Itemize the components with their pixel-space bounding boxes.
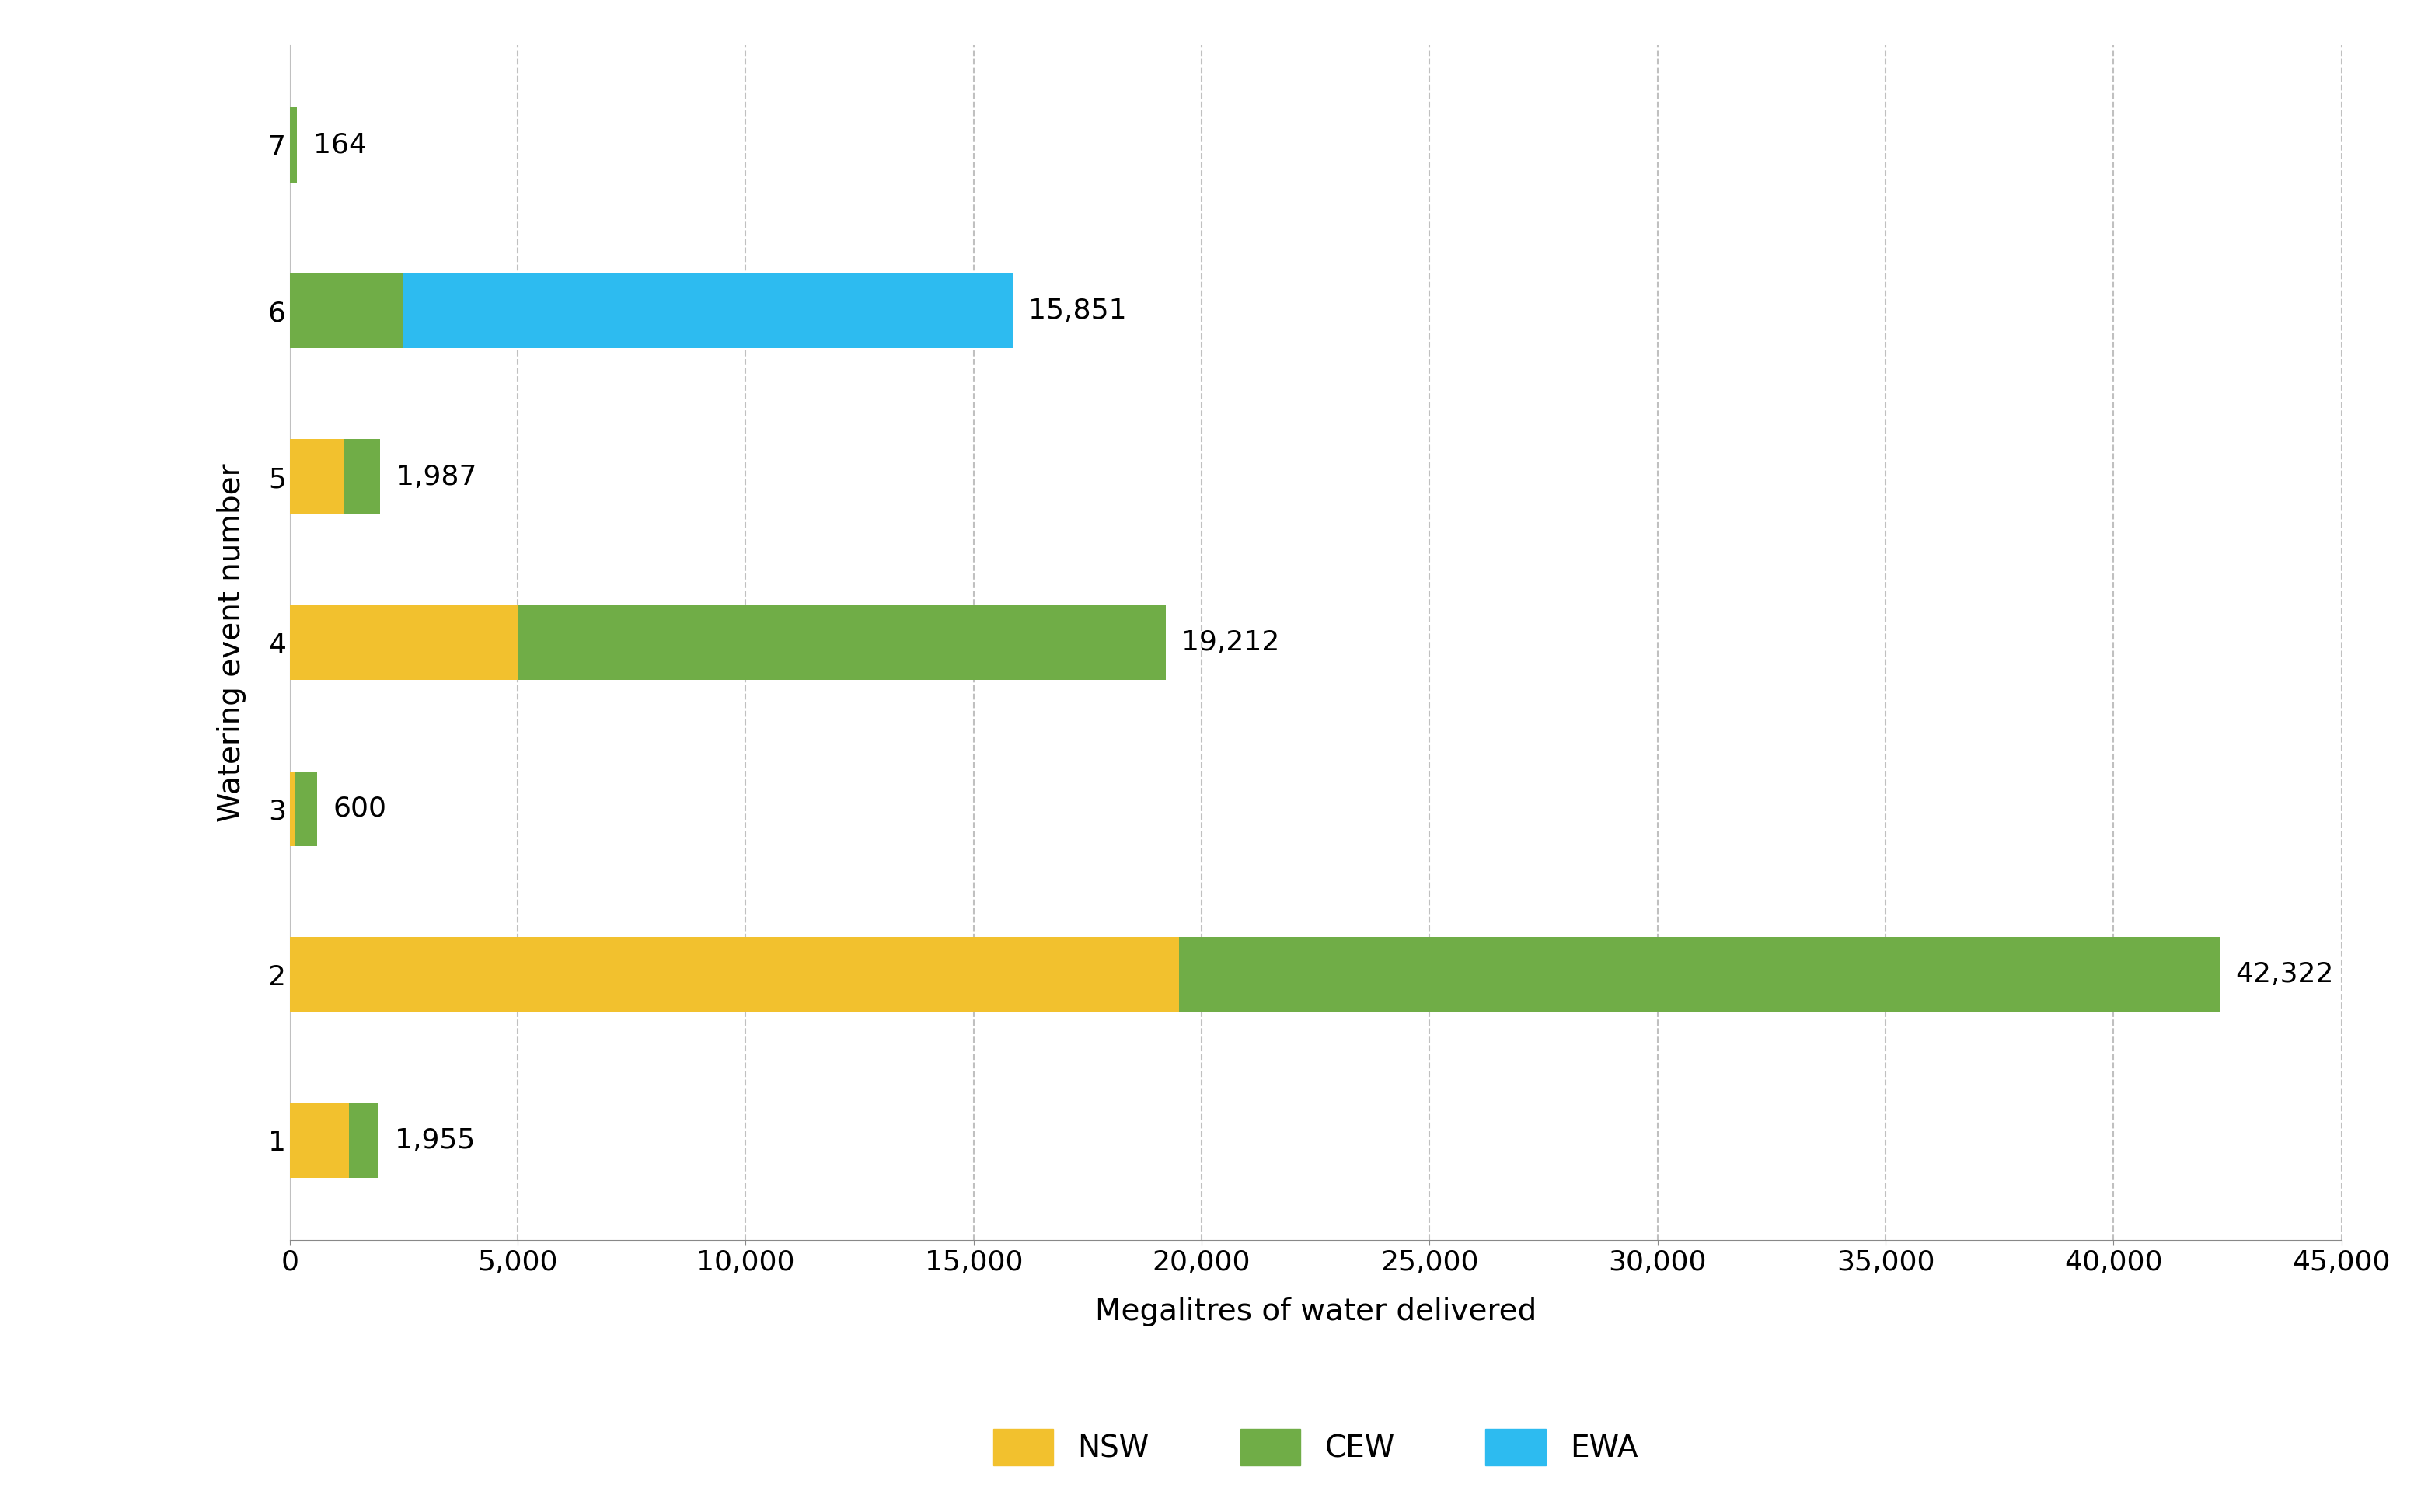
- Bar: [295, 771, 316, 845]
- Text: 1,987: 1,987: [396, 464, 476, 490]
- Bar: [290, 771, 295, 845]
- Bar: [290, 107, 297, 183]
- Bar: [517, 605, 1166, 680]
- Text: 164: 164: [314, 132, 367, 159]
- Bar: [345, 440, 381, 514]
- Text: 42,322: 42,322: [2235, 962, 2334, 987]
- Text: 19,212: 19,212: [1183, 629, 1279, 656]
- Bar: [1178, 937, 2218, 1012]
- Bar: [290, 1102, 350, 1178]
- Text: 600: 600: [333, 795, 386, 821]
- Bar: [350, 1102, 379, 1178]
- Bar: [290, 937, 1178, 1012]
- Text: 15,851: 15,851: [1028, 298, 1127, 324]
- Bar: [290, 274, 403, 348]
- Bar: [290, 605, 517, 680]
- Y-axis label: Watering event number: Watering event number: [217, 463, 246, 823]
- Text: 1,955: 1,955: [396, 1126, 476, 1154]
- X-axis label: Megalitres of water delivered: Megalitres of water delivered: [1096, 1297, 1535, 1326]
- Bar: [403, 274, 1011, 348]
- Legend: NSW, CEW, EWA: NSW, CEW, EWA: [963, 1399, 1668, 1495]
- Bar: [290, 440, 345, 514]
